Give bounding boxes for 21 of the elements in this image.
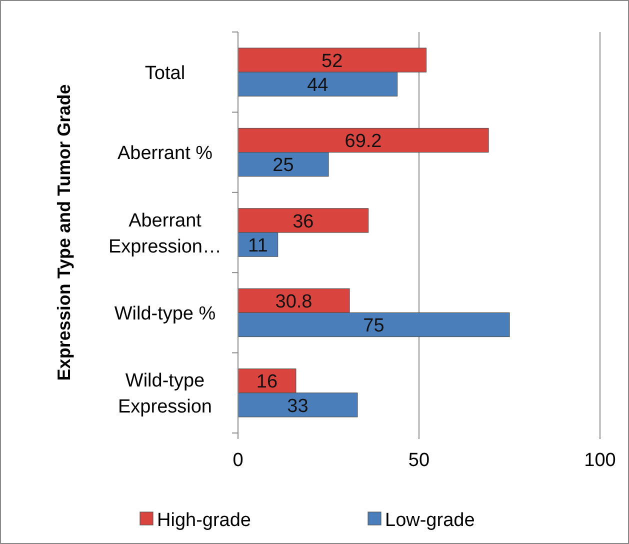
- y-tick-label: Wild-type Expression: [118, 370, 212, 418]
- data-label: 44: [307, 74, 329, 96]
- x-tick-label: 100: [584, 450, 616, 471]
- data-label: 11: [248, 235, 268, 256]
- y-tick-label: Aberrant %: [117, 143, 213, 164]
- legend-label: Low-grade: [385, 510, 475, 531]
- y-tick-label: Wild-type %: [114, 304, 216, 325]
- data-label: 16: [256, 372, 278, 393]
- data-label: 52: [322, 50, 343, 72]
- data-label: 25: [272, 155, 294, 176]
- legend-label: High-grade: [157, 510, 251, 531]
- data-label: 69.2: [344, 131, 382, 152]
- data-label: 30.8: [275, 292, 312, 313]
- data-label: 75: [363, 316, 384, 337]
- y-tick-label: Total: [144, 62, 186, 84]
- data-label: 36: [292, 211, 314, 232]
- data-label: 33: [287, 396, 308, 417]
- x-tick-label: 50: [408, 450, 430, 471]
- x-tick-label: 0: [232, 450, 244, 471]
- y-axis-title: Expression Type and Tumor Grade: [54, 84, 74, 381]
- y-tick-label: Aberrant Expression…: [108, 210, 222, 258]
